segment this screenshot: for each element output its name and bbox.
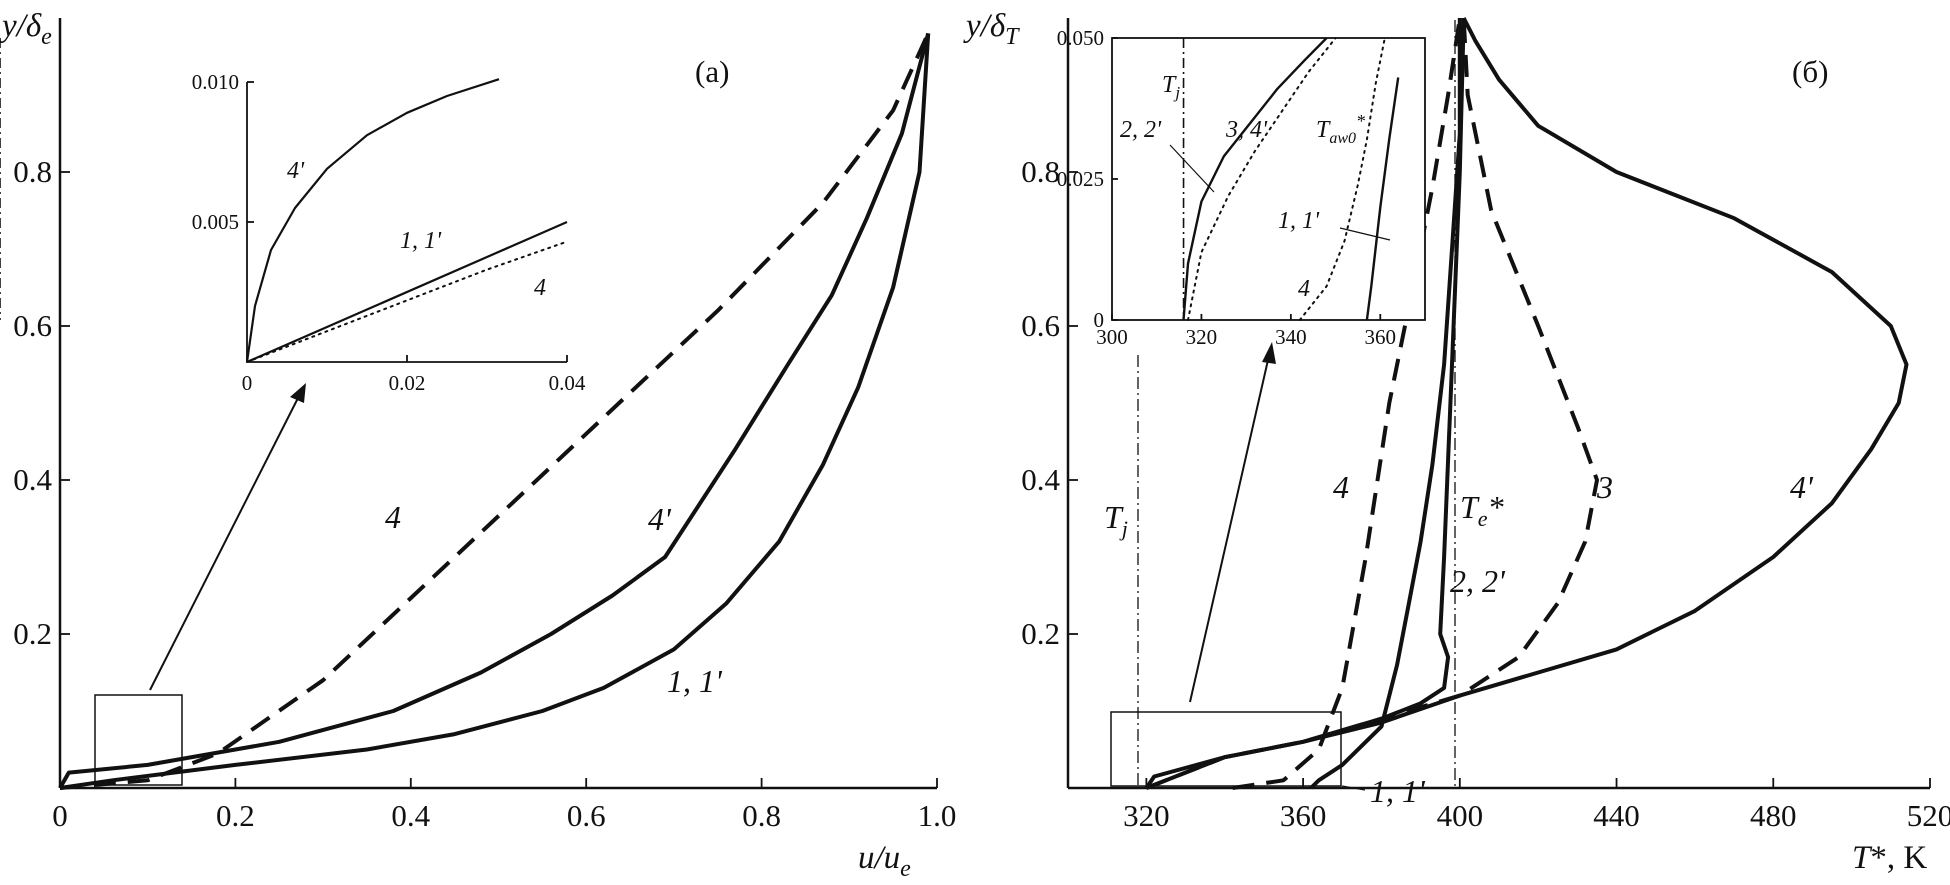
panel-b-inset-ticks: 300 320 340 360 0 0.025 0.050 xyxy=(0,26,1396,349)
panel-a-inset-xtick-label-2: 0.04 xyxy=(549,371,586,395)
panel-a-arrowhead xyxy=(290,383,306,403)
panel-a-inset-ticks: 0 0.02 0.04 0.005 0.010 xyxy=(192,70,586,395)
panel-b-xtick-label-2: 400 xyxy=(1437,798,1484,833)
panel-b-inset-xtick-label-2: 340 xyxy=(1275,325,1307,349)
panel-a-xtick-label-2: 0.4 xyxy=(391,798,430,833)
panel-b-inset-ytick-label-1: 0.025 xyxy=(1057,167,1104,191)
panel-b-ytick-label-1: 0.4 xyxy=(1021,462,1060,497)
panel-b-inset-label-4: 4 xyxy=(1298,276,1310,302)
panel-a-ytick-label-3: 0.8 xyxy=(13,154,52,189)
panel-a-inset-series xyxy=(245,78,568,364)
panel-b-inset-xtick-label-3: 360 xyxy=(1365,325,1397,349)
panel-b-inset-frame xyxy=(1111,37,1426,321)
panel-a-inset-ytick-label-0: 0.005 xyxy=(192,210,239,234)
panel-b-xtick-label-3: 440 xyxy=(1593,798,1640,833)
panel-b-zoom-arrow xyxy=(1189,359,1269,703)
panel-b-series-0 xyxy=(1309,18,1462,790)
panel-b-label-2-2prime: 2, 2' xyxy=(1450,563,1506,599)
panel-a-xtick-label-4: 0.8 xyxy=(742,798,781,833)
panel-a-series xyxy=(58,32,931,790)
panel-b-leader-1-1prime xyxy=(1341,785,1366,791)
panel-a-ticks: 0 0.2 0.4 0.6 0.8 1.0 0.2 0.4 0.6 0.8 xyxy=(13,154,956,833)
panel-b-series-4 xyxy=(1145,17,1909,790)
panel-b-inset-ytick-label-0: 0 xyxy=(1094,308,1105,332)
panel-a-inset-xtick-label-1: 0.02 xyxy=(389,371,426,395)
panel-b-arrowhead xyxy=(1262,342,1276,364)
panel-b-inset-leader-1 xyxy=(1339,227,1391,241)
panel-a-ytick-label-2: 0.6 xyxy=(13,308,52,343)
panel-b-label-3: 3 xyxy=(1596,469,1613,505)
panel-a-label-1-1prime: 1, 1' xyxy=(667,663,723,699)
panel-a-series-2 xyxy=(59,32,931,790)
panel-b-inset-leader-2 xyxy=(1169,144,1215,193)
panel-b-inset-ytick-label-2: 0.050 xyxy=(1057,26,1104,50)
panel-b-label-1-1prime: 1, 1' xyxy=(1370,773,1426,809)
panel-a-xtick-label-1: 0.2 xyxy=(216,798,255,833)
panel-a-inset: 0 0.02 0.04 0.005 0.010 4' 1, 1' 4 xyxy=(192,70,586,395)
panel-b-ytick-label-2: 0.6 xyxy=(1021,308,1060,343)
panel-b-inset-series-2 xyxy=(1298,37,1386,321)
panel-a-label-4prime: 4' xyxy=(648,501,672,537)
panel-b-series xyxy=(1144,17,1909,790)
panel-a-zoom-arrow xyxy=(149,397,299,691)
panel-a-tag: (a) xyxy=(695,54,729,89)
panel-b-inset-xtick-label-0: 300 xyxy=(1096,325,1128,349)
panel-b-xtick-label-5: 520 xyxy=(1907,798,1950,833)
panel-b-ytick-label-0: 0.2 xyxy=(1021,616,1060,651)
panel-a-ytick-label-1: 0.4 xyxy=(13,462,52,497)
panel-a-inset-series-2 xyxy=(246,240,568,363)
panel-b-inset-series xyxy=(1182,37,1400,321)
panel-a-inset-label-4: 4 xyxy=(534,275,546,301)
panel-a-series-1 xyxy=(58,32,931,789)
panel-a-inset-series-1 xyxy=(246,220,568,364)
panel-a-xtick-label-3: 0.6 xyxy=(567,798,606,833)
panel-a-inset-label-4prime: 4' xyxy=(287,158,305,184)
panel-b-inset-xtick-label-1: 320 xyxy=(1186,325,1218,349)
panel-a: 0 0.2 0.4 0.6 0.8 1.0 0.2 0.4 0.6 0.8 y/δe u/ue (… xyxy=(0,8,956,882)
panel-a-inset-xtick-label-0: 0 xyxy=(242,371,253,395)
panel-b-label-tj: Tj xyxy=(1104,499,1128,541)
panel-b-series-3 xyxy=(1232,17,1462,790)
panel-b-inset-label-1-1prime: 1, 1' xyxy=(1278,208,1320,234)
panel-a-xlabel: u/ue xyxy=(858,840,911,882)
panel-b-xtick-label-1: 360 xyxy=(1280,798,1327,833)
panel-b-inset-series-1 xyxy=(1182,37,1328,321)
panel-a-ytick-label-0: 0.2 xyxy=(13,616,52,651)
panel-b-xtick-label-0: 320 xyxy=(1123,798,1170,833)
panel-b-inset-label-2-2prime: 2, 2' xyxy=(1120,117,1162,143)
panel-b-tag: (б) xyxy=(1792,54,1828,89)
panel-b-label-4: 4 xyxy=(1333,469,1349,505)
panel-a-inset-ytick-label-1: 0.010 xyxy=(192,70,239,94)
panel-a-xtick-label-5: 1.0 xyxy=(918,798,957,833)
panel-a-zoom-box xyxy=(94,694,183,786)
panel-b-ylabel: y/δT xyxy=(963,8,1020,50)
panel-b-xtick-label-4: 480 xyxy=(1750,798,1797,833)
panel-b-inset-series-3 xyxy=(1187,37,1337,321)
panel-a-xtick-label-0: 0 xyxy=(52,798,68,833)
panel-b-zoom-box xyxy=(1110,711,1342,787)
panel-a-series-0 xyxy=(59,33,931,790)
panel-a-inset-series-0 xyxy=(245,78,500,363)
panel-a-ylabel: y/δe xyxy=(0,8,52,50)
panel-b-inset-series-0 xyxy=(1365,77,1400,321)
panel-a-inset-label-1-1prime: 1, 1' xyxy=(400,228,442,254)
panel-b-xlabel: T*, K xyxy=(1852,840,1927,876)
panel-b-ytick-label-3: 0.8 xyxy=(1021,154,1060,189)
panel-b-label-4prime: 4' xyxy=(1790,469,1814,505)
panel-b-label-te: Te* xyxy=(1460,489,1504,531)
panel-b-inset-label-3-4prime: 3, 4' xyxy=(1225,117,1268,143)
panel-a-label-4: 4 xyxy=(385,499,401,535)
